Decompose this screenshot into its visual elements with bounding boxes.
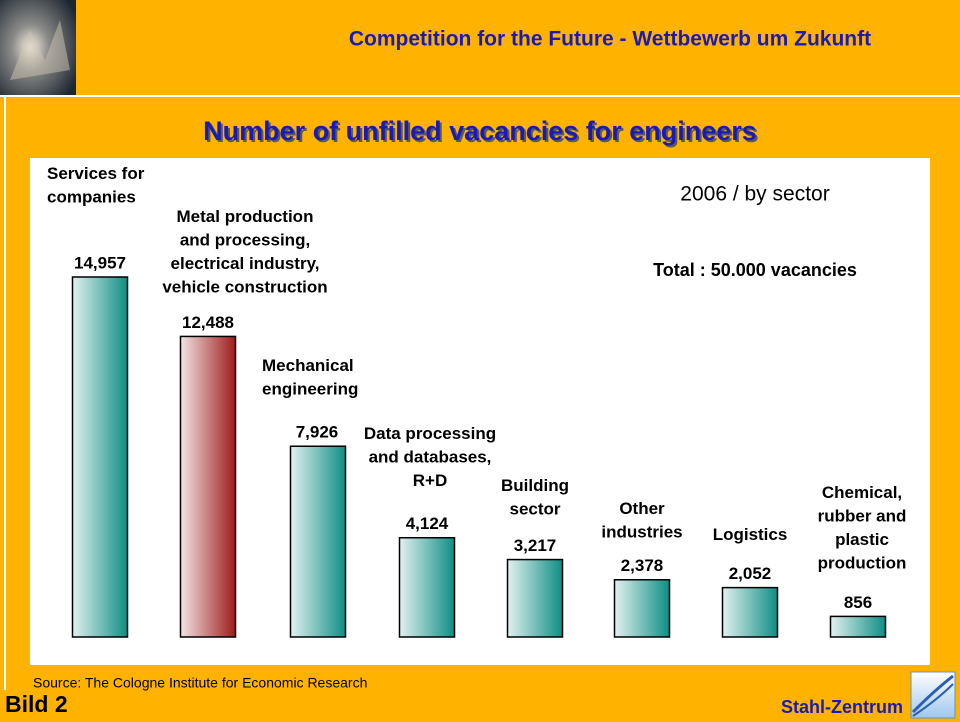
brand: Stahl-Zentrum [781, 697, 903, 717]
category-label-line: R+D [413, 471, 447, 490]
bar [289, 445, 347, 638]
bar [398, 536, 456, 638]
category-label-line: Building [501, 476, 569, 495]
photo-detail [10, 20, 70, 80]
logo-swoosh [912, 683, 954, 717]
category-label-line: Services for [47, 164, 145, 183]
annotation: Total : 50.000 vacancies [653, 260, 857, 280]
bar [506, 558, 564, 638]
category-label: Data processing and databases, R+D [364, 424, 496, 490]
plot-panel [30, 158, 930, 665]
value-label: 4,124 [406, 514, 449, 533]
category-label-line: production [818, 554, 907, 573]
chart-title: Number of unfilled vacancies for enginee… [203, 116, 757, 146]
category-label-line: companies [47, 188, 136, 207]
chart-title-shadow: Number of unfilled vacancies for enginee… [205, 118, 759, 148]
category-label-line: and processing, [180, 231, 310, 250]
category-label-line: electrical industry, [171, 254, 320, 273]
category-label-line: Mechanical [262, 356, 354, 375]
category-label: Mechanical engineering [262, 356, 358, 399]
category-label-line: plastic [835, 530, 889, 549]
brand-logo [910, 671, 956, 719]
category-label: Building sector [501, 476, 569, 519]
bar [613, 579, 671, 638]
category-label: Metal production and processing, electrica… [162, 207, 327, 297]
category-label-line: rubber and [818, 507, 907, 526]
chart-subtitle: 2006 / by sector [680, 183, 829, 206]
value-label: 14,957 [74, 253, 126, 272]
category-label-line: Logistics [713, 525, 788, 544]
bar [829, 615, 887, 638]
category-label: Logistics [713, 525, 788, 544]
value-label: 3,217 [514, 536, 557, 555]
value-label: 7,926 [296, 423, 339, 442]
value-label: 2,052 [729, 564, 772, 583]
value-label: 856 [844, 593, 872, 612]
bar [71, 276, 129, 638]
value-label: 12,488 [182, 313, 234, 332]
category-label: Other industries [601, 499, 682, 542]
header-title: Competition for the Future - Wettbewerb … [349, 28, 871, 51]
category-label-line: sector [509, 500, 560, 519]
category-label-line: Data processing [364, 424, 496, 443]
category-label-line: engineering [262, 380, 358, 399]
value-label: 2,378 [621, 556, 664, 575]
slide-label: Bild 2 [5, 691, 68, 717]
category-label-line: Metal production [177, 207, 314, 226]
bar [721, 586, 779, 638]
bar [179, 335, 237, 638]
category-label-line: Chemical, [822, 483, 902, 502]
category-label-line: and databases, [369, 448, 492, 467]
category-label-line: Other [619, 499, 665, 518]
category-label: Services for companies [47, 164, 145, 207]
category-label-line: vehicle construction [162, 278, 327, 297]
logo-swoosh [911, 674, 954, 714]
source: Source: The Cologne Institute for Econom… [33, 675, 367, 691]
category-label-line: industries [601, 523, 682, 542]
category-label: Chemical, rubber and plastic production [818, 483, 907, 573]
